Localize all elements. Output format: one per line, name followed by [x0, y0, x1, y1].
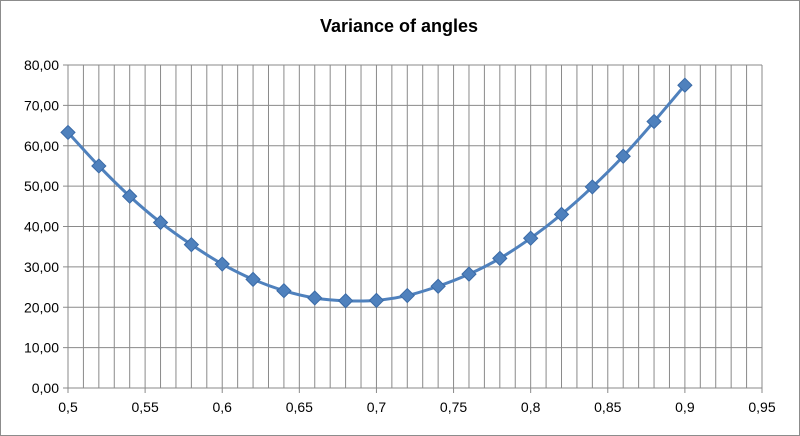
axes — [63, 64, 763, 393]
x-tick-label: 0,8 — [521, 399, 541, 415]
grid-lines — [68, 64, 763, 388]
data-point-marker — [368, 292, 385, 309]
data-point-marker — [307, 290, 323, 306]
data-point-marker — [214, 256, 230, 272]
x-tick-label: 0,65 — [286, 399, 313, 415]
data-point-marker — [677, 77, 693, 93]
y-tick-label: 10,00 — [24, 340, 59, 356]
y-tick-label: 70,00 — [24, 97, 59, 113]
data-point-marker — [152, 214, 169, 231]
y-tick-label: 30,00 — [24, 259, 59, 275]
data-point-marker — [615, 148, 631, 164]
data-point-marker — [245, 271, 261, 288]
data-point-marker — [553, 206, 570, 223]
x-tick-label: 0,75 — [440, 399, 467, 415]
x-tick-label: 0,9 — [675, 399, 695, 415]
data-point-marker — [276, 282, 292, 299]
data-point-marker — [430, 278, 446, 294]
y-tick-labels: 0,00 10,00 20,00 30,00 40,00 50,00 60,00 70,00 8… — [24, 57, 59, 396]
data-point-marker — [121, 188, 138, 204]
x-tick-label: 0,85 — [594, 399, 621, 415]
data-point-marker — [183, 236, 200, 253]
x-tick-label: 0,5 — [58, 399, 78, 415]
y-tick-label: 60,00 — [24, 138, 59, 154]
x-tick-label: 0,7 — [367, 399, 387, 415]
data-point-marker — [60, 124, 76, 141]
x-tick-labels: 0,5 0,55 0,6 0,65 0,7 0,75 0,8 0,85 0,9 0,95 — [58, 399, 776, 415]
y-tick-label: 80,00 — [24, 57, 59, 73]
data-point-marker — [399, 287, 415, 304]
series-markers — [60, 77, 693, 309]
data-point-marker — [91, 158, 107, 174]
data-point-marker — [492, 250, 508, 267]
x-tick-label: 0,55 — [131, 399, 158, 415]
y-tick-label: 40,00 — [24, 219, 59, 235]
data-point-marker — [461, 266, 477, 282]
x-tick-label: 0,95 — [748, 399, 775, 415]
x-tick-label: 0,6 — [212, 399, 232, 415]
y-tick-label: 20,00 — [24, 299, 59, 315]
y-tick-label: 0,00 — [32, 380, 59, 396]
data-point-marker — [522, 230, 539, 246]
data-point-marker — [584, 179, 601, 195]
data-point-marker — [337, 293, 354, 309]
chart-title: Variance of angles — [319, 16, 479, 36]
y-tick-label: 50,00 — [24, 178, 59, 194]
data-point-marker — [646, 113, 662, 130]
